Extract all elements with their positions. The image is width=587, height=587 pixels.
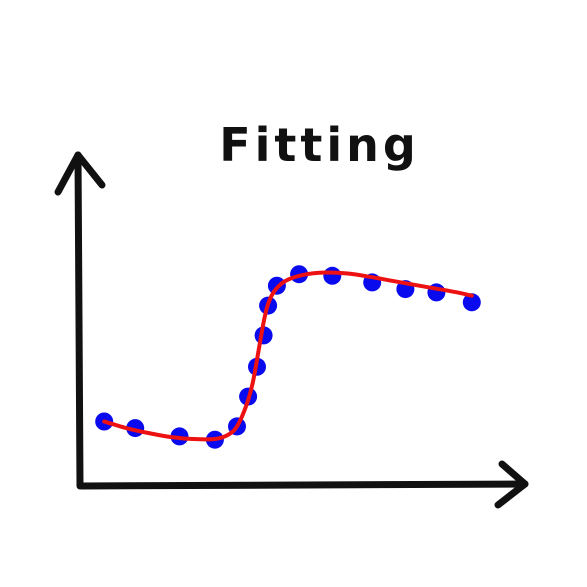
y-axis-arrowhead <box>54 151 106 196</box>
x-axis-line <box>78 480 529 490</box>
axes <box>54 151 529 509</box>
data-point <box>323 266 342 285</box>
y-axis-line <box>74 151 84 490</box>
data-point <box>462 293 481 312</box>
chart-title: Fitting <box>219 118 420 172</box>
fit-curve-layer <box>102 270 474 442</box>
x-axis-arrowhead <box>494 460 529 509</box>
fit-curve <box>102 270 474 442</box>
data-points <box>95 265 481 449</box>
